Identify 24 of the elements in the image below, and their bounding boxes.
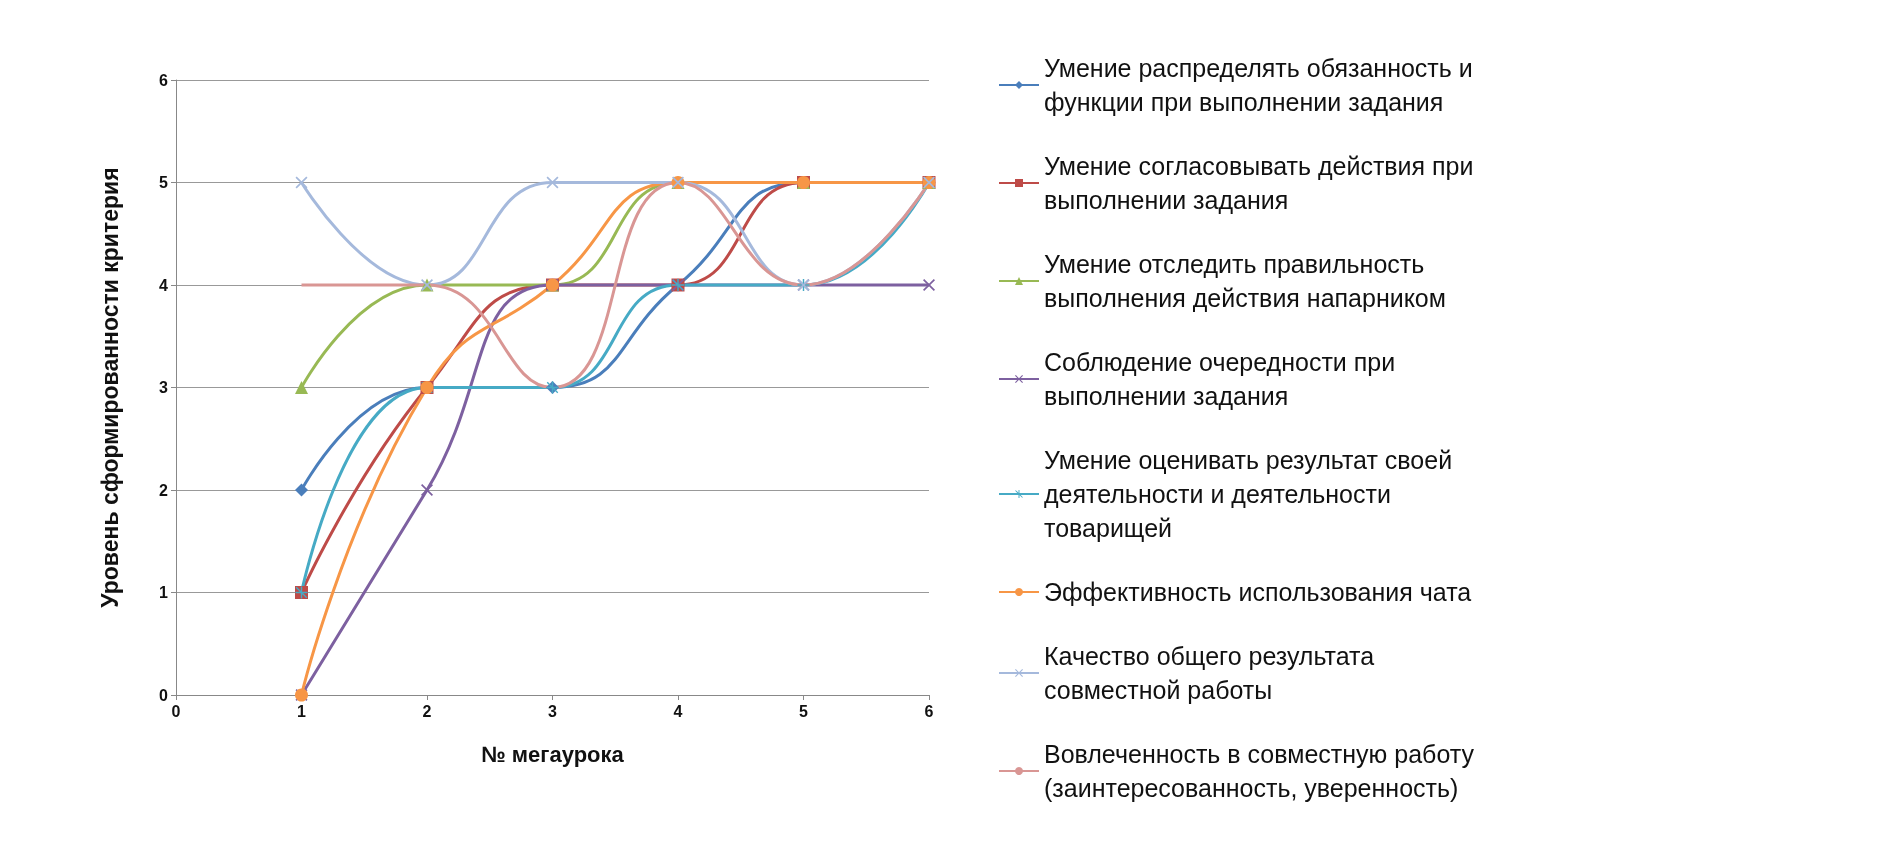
y-tick-label: 3 bbox=[159, 379, 169, 396]
y-tick-label: 4 bbox=[159, 276, 169, 294]
x-tick-label: 6 bbox=[924, 702, 934, 720]
y-tick-label: 0 bbox=[159, 686, 169, 704]
y-tick-label: 6 bbox=[159, 71, 169, 89]
legend-label: Качество общего результата совместной работы bbox=[1044, 642, 1382, 704]
x-tick-label: 4 bbox=[673, 702, 683, 720]
legend-label: Соблюдение очередности при выполнении задания bbox=[1044, 348, 1403, 410]
y-axis-title: Уровень сформированности критерия bbox=[96, 167, 123, 608]
legend-label: Умение оценивать результат своей деятельности и деятельности товарищей bbox=[1044, 446, 1460, 542]
x-tick-label: 3 bbox=[548, 702, 558, 720]
y-tick-label: 2 bbox=[159, 481, 169, 499]
x-tick-label: 0 bbox=[171, 702, 181, 720]
x-tick-label: 2 bbox=[422, 702, 432, 720]
legend-label: Вовлеченность в совместную работу (заинтересованность, уверенность) bbox=[1044, 740, 1481, 802]
x-tick-label: 1 bbox=[297, 702, 307, 720]
legend-label: Эффективность использования чата bbox=[1044, 578, 1472, 606]
y-tick-label: 5 bbox=[159, 174, 169, 191]
x-axis-title: № мегаурока bbox=[481, 741, 625, 767]
legend-label: Умение согласовывать действия при выполнении задания bbox=[1044, 152, 1481, 214]
y-tick-label: 1 bbox=[159, 584, 169, 601]
legend-label: Умение распределять обязанность и функции при выполнении задания bbox=[1044, 54, 1480, 116]
x-tick-label: 5 bbox=[799, 702, 809, 720]
legend-label: Умение отследить правильность выполнения действия напарником bbox=[1044, 250, 1446, 312]
